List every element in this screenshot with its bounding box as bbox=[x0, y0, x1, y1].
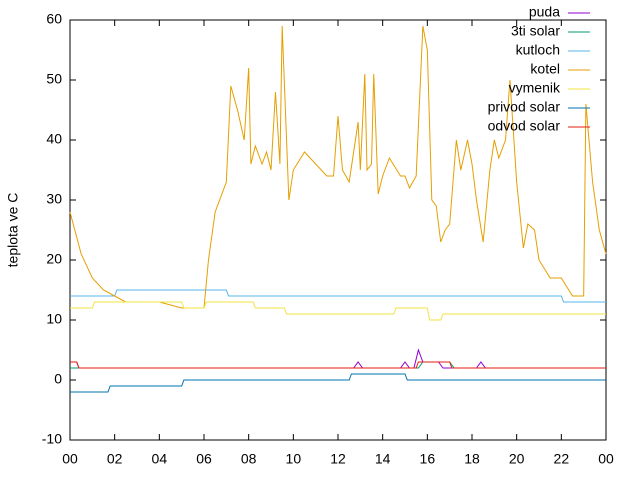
y-tick-label: 60 bbox=[46, 11, 62, 27]
x-tick-label: 14 bbox=[375, 451, 391, 467]
legend-label: puda bbox=[529, 4, 560, 20]
x-tick-label: 08 bbox=[241, 451, 257, 467]
series-line bbox=[70, 348, 606, 369]
x-tick-label: 10 bbox=[286, 451, 302, 467]
series-line bbox=[70, 301, 606, 321]
legend-label: vymenik bbox=[509, 80, 561, 96]
series-line bbox=[70, 289, 606, 303]
legend-label: 3ti solar bbox=[511, 23, 560, 39]
x-tick-label: 00 bbox=[598, 451, 614, 467]
y-tick-label: 0 bbox=[54, 371, 62, 387]
series-line bbox=[70, 361, 606, 369]
legend-label: privod solar bbox=[488, 99, 561, 115]
x-tick-label: 20 bbox=[509, 451, 525, 467]
y-tick-label: 40 bbox=[46, 131, 62, 147]
x-tick-label: 12 bbox=[330, 451, 346, 467]
series-line bbox=[70, 361, 606, 369]
x-tick-label: 18 bbox=[464, 451, 480, 467]
x-tick-label: 04 bbox=[152, 451, 168, 467]
y-tick-label: 20 bbox=[46, 251, 62, 267]
legend-label: kotel bbox=[530, 61, 560, 77]
x-tick-label: 06 bbox=[196, 451, 212, 467]
y-tick-label: 50 bbox=[46, 71, 62, 87]
x-tick-label: 02 bbox=[107, 451, 123, 467]
legend-label: kutloch bbox=[516, 42, 560, 58]
y-tick-label: 30 bbox=[46, 191, 62, 207]
x-tick-label: 22 bbox=[554, 451, 570, 467]
y-tick-label: 10 bbox=[46, 311, 62, 327]
legend-label: odvod solar bbox=[488, 118, 561, 134]
plot-frame bbox=[69, 19, 607, 441]
x-tick-label: 00 bbox=[62, 451, 78, 467]
series-line bbox=[70, 373, 606, 393]
x-tick-label: 16 bbox=[420, 451, 436, 467]
y-axis-label: teplota ve C bbox=[5, 193, 21, 268]
series-line bbox=[69, 25, 607, 309]
y-tick-label: -10 bbox=[42, 431, 62, 447]
